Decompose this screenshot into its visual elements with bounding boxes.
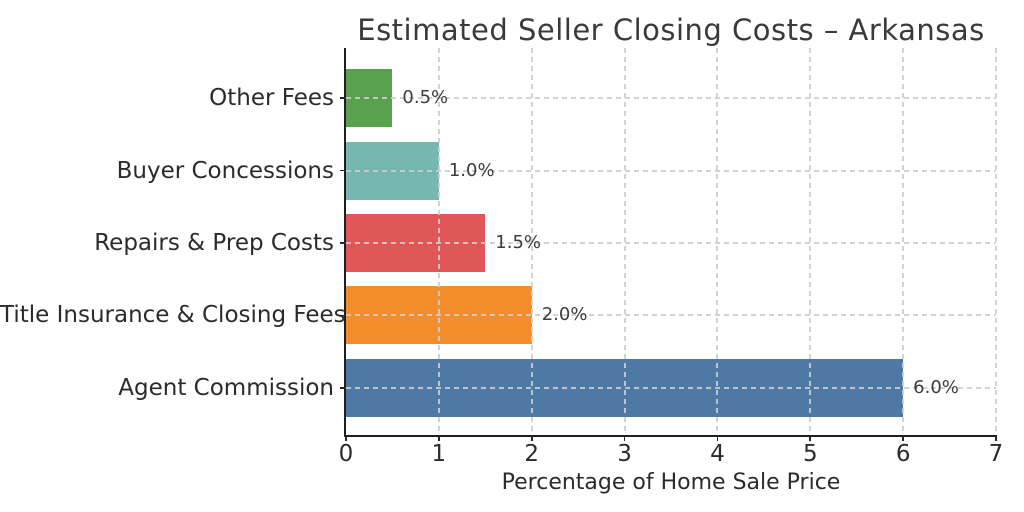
y-gridline bbox=[346, 169, 996, 172]
bar-value-label: 6.0% bbox=[913, 376, 959, 398]
x-gridline bbox=[995, 48, 997, 435]
y-tick-label: Buyer Concessions bbox=[116, 157, 334, 184]
x-tick-label: 2 bbox=[524, 441, 540, 467]
bar-value-label: 0.5% bbox=[402, 87, 449, 109]
y-gridline bbox=[346, 314, 996, 317]
x-tick-label: 5 bbox=[802, 441, 818, 467]
y-tick-label: Agent Commission bbox=[118, 374, 334, 401]
x-axis-label: Percentage of Home Sale Price bbox=[501, 470, 841, 495]
x-tick-label: 4 bbox=[710, 441, 725, 467]
y-gridline bbox=[346, 97, 996, 100]
y-tick-mark bbox=[339, 169, 346, 172]
x-gridline bbox=[809, 48, 812, 435]
x-tick-label: 6 bbox=[895, 441, 911, 467]
x-tick-label: 3 bbox=[617, 441, 632, 467]
x-gridline bbox=[530, 48, 533, 435]
y-tick-label: Other Fees bbox=[209, 85, 334, 112]
x-tick-label: 1 bbox=[431, 441, 447, 467]
x-gridline bbox=[437, 48, 440, 435]
bar-value-label: 1.5% bbox=[495, 232, 542, 253]
x-tick-label: 0 bbox=[338, 441, 354, 467]
x-axis-spine bbox=[344, 435, 998, 437]
x-tick-mark bbox=[716, 435, 719, 441]
y-tick-mark bbox=[339, 386, 346, 389]
y-gridline bbox=[346, 242, 996, 244]
x-tick-mark bbox=[530, 435, 533, 441]
y-tick-label: Repairs & Prep Costs bbox=[94, 230, 334, 256]
x-tick-mark bbox=[437, 435, 440, 441]
x-tick-label: 7 bbox=[988, 441, 1004, 467]
x-tick-mark bbox=[809, 435, 812, 441]
x-gridline bbox=[623, 48, 626, 435]
x-tick-mark bbox=[902, 435, 905, 441]
x-tick-mark bbox=[345, 435, 347, 441]
bar-value-label: 1.0% bbox=[448, 159, 495, 181]
x-tick-mark bbox=[995, 435, 997, 441]
y-gridline bbox=[346, 386, 996, 389]
y-tick-mark bbox=[339, 314, 346, 317]
y-tick-label: Title Insurance & Closing Fees bbox=[0, 302, 346, 329]
x-gridline bbox=[902, 48, 905, 435]
x-tick-mark bbox=[623, 435, 626, 441]
plot-area: 0.5% 1.0% 1.5% 2.0% 6.0% bbox=[346, 48, 997, 435]
y-tick-mark bbox=[339, 97, 346, 100]
chart-title: Estimated Seller Closing Costs – Arkansa… bbox=[357, 13, 985, 47]
bar-value-label: 2.0% bbox=[541, 304, 588, 326]
x-gridline bbox=[716, 48, 719, 435]
y-tick-mark bbox=[339, 242, 346, 244]
